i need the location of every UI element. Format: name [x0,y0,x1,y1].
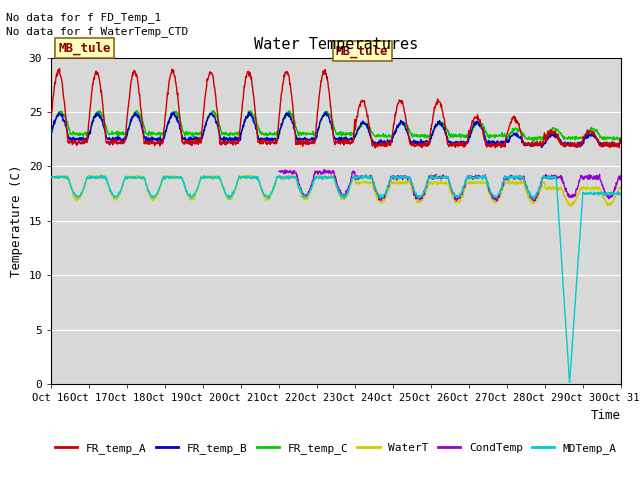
FR_temp_C [47,131,55,136]
Title: Water Temperatures: Water Temperatures [254,37,418,52]
X-axis label: Time: Time [591,408,621,421]
MDTemp_A [372,185,380,191]
Line: WaterT: WaterT [51,175,621,206]
FR_temp_C [529,139,537,144]
FR_temp_B [372,140,380,146]
FR_temp_B [115,136,122,142]
CondTemp [311,169,319,175]
FR_temp_B [311,135,319,141]
Legend: FR_temp_A, FR_temp_B, FR_temp_C, WaterT, CondTemp, MDTemp_A: FR_temp_A, FR_temp_B, FR_temp_C, WaterT,… [51,439,621,458]
WaterT [617,185,625,191]
MDTemp_A [617,192,625,197]
FR_temp_C [92,113,99,119]
Line: CondTemp: CondTemp [279,170,621,201]
MDTemp_A [92,175,99,181]
MDTemp_A [47,174,55,180]
FR_temp_B [538,144,546,150]
FR_temp_C [301,131,309,137]
Text: MB_tule: MB_tule [336,44,388,58]
CondTemp [371,186,379,192]
FR_temp_A [312,136,319,142]
Line: FR_temp_C: FR_temp_C [51,110,621,142]
Line: FR_temp_B: FR_temp_B [51,112,621,147]
FR_temp_A [371,145,379,151]
FR_temp_C [312,131,319,136]
FR_temp_A [47,116,55,121]
WaterT [47,175,55,181]
WaterT [301,195,309,201]
MDTemp_A [97,172,105,178]
WaterT [568,204,575,209]
FR_temp_A [92,70,99,76]
MDTemp_A [289,174,297,180]
MDTemp_A [312,173,319,179]
CondTemp [289,171,297,177]
CondTemp [617,172,625,178]
FR_temp_A [56,66,63,72]
FR_temp_C [617,136,625,142]
FR_temp_A [301,139,309,144]
FR_temp_A [115,139,123,145]
FR_temp_A [617,135,625,141]
WaterT [289,175,297,181]
Y-axis label: Temperature (C): Temperature (C) [10,165,23,277]
FR_temp_B [322,109,330,115]
WaterT [115,193,122,199]
Text: No data for f WaterTemp_CTD: No data for f WaterTemp_CTD [6,26,189,37]
Text: No data for f FD_Temp_1: No data for f FD_Temp_1 [6,12,162,23]
Line: FR_temp_A: FR_temp_A [51,69,621,148]
FR_temp_B [92,115,99,120]
FR_temp_B [617,138,625,144]
FR_temp_C [372,134,380,140]
MDTemp_A [566,379,573,385]
Line: MDTemp_A: MDTemp_A [51,175,621,382]
WaterT [312,175,319,181]
Text: MB_tule: MB_tule [58,41,111,55]
WaterT [245,172,253,178]
FR_temp_C [289,117,297,122]
FR_temp_B [289,120,297,126]
FR_temp_A [372,141,380,147]
FR_temp_C [133,108,141,113]
FR_temp_B [301,134,308,140]
WaterT [92,175,99,181]
FR_temp_B [47,132,55,137]
FR_temp_A [289,110,297,116]
FR_temp_C [115,131,122,137]
MDTemp_A [115,191,123,196]
CondTemp [301,193,308,199]
MDTemp_A [301,194,309,200]
WaterT [372,192,380,198]
